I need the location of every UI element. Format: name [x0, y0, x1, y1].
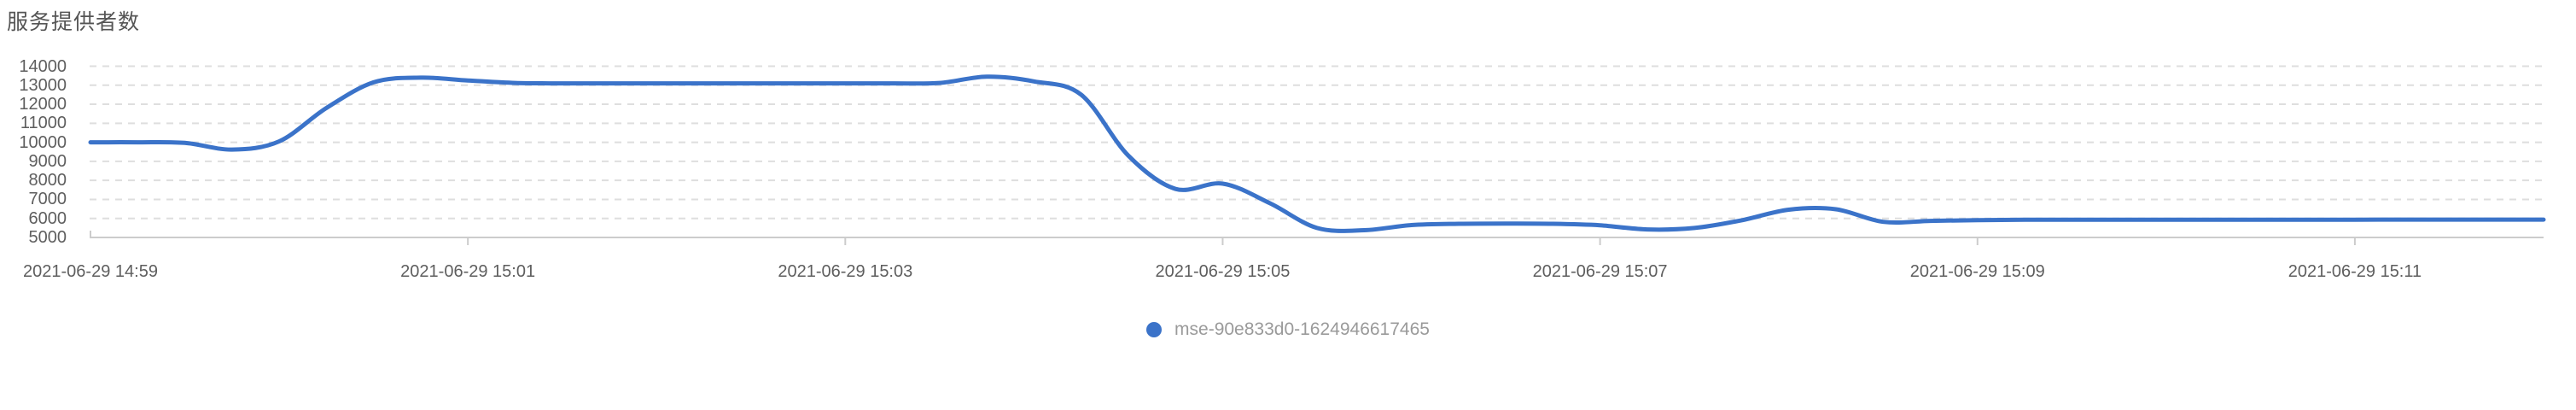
y-axis-label: 8000	[28, 171, 67, 190]
x-axis-label: 2021-06-29 15:05	[1155, 262, 1291, 281]
legend: mse-90e833d0-1624946617465	[0, 319, 2576, 340]
x-axis-label: 2021-06-29 15:03	[778, 262, 913, 281]
y-axis-label: 13000	[19, 75, 67, 95]
legend-dot-icon	[1146, 322, 1163, 337]
legend-label: mse-90e833d0-1624946617465	[1174, 319, 1430, 339]
legend-item[interactable]: mse-90e833d0-1624946617465	[1146, 319, 1430, 340]
y-axis-label: 10000	[19, 132, 67, 152]
chart-title: 服务提供者数	[7, 10, 141, 34]
x-axis-label: 2021-06-29 15:07	[1532, 262, 1668, 281]
y-axis-label: 14000	[19, 56, 67, 76]
x-axis-label: 2021-06-29 15:11	[2288, 262, 2422, 281]
x-axis-label: 2021-06-29 15:01	[400, 262, 536, 281]
x-axis-label: 2021-06-29 14:59	[23, 262, 158, 281]
y-axis-label: 6000	[28, 208, 67, 228]
x-axis-label: 2021-06-29 15:09	[1909, 262, 2045, 281]
y-axis-label: 11000	[20, 114, 67, 133]
y-axis-label: 7000	[28, 190, 67, 209]
y-axis-label: 12000	[19, 95, 67, 114]
y-axis-label: 9000	[28, 151, 67, 171]
series-line	[88, 74, 2546, 233]
y-axis-label: 5000	[28, 228, 67, 247]
